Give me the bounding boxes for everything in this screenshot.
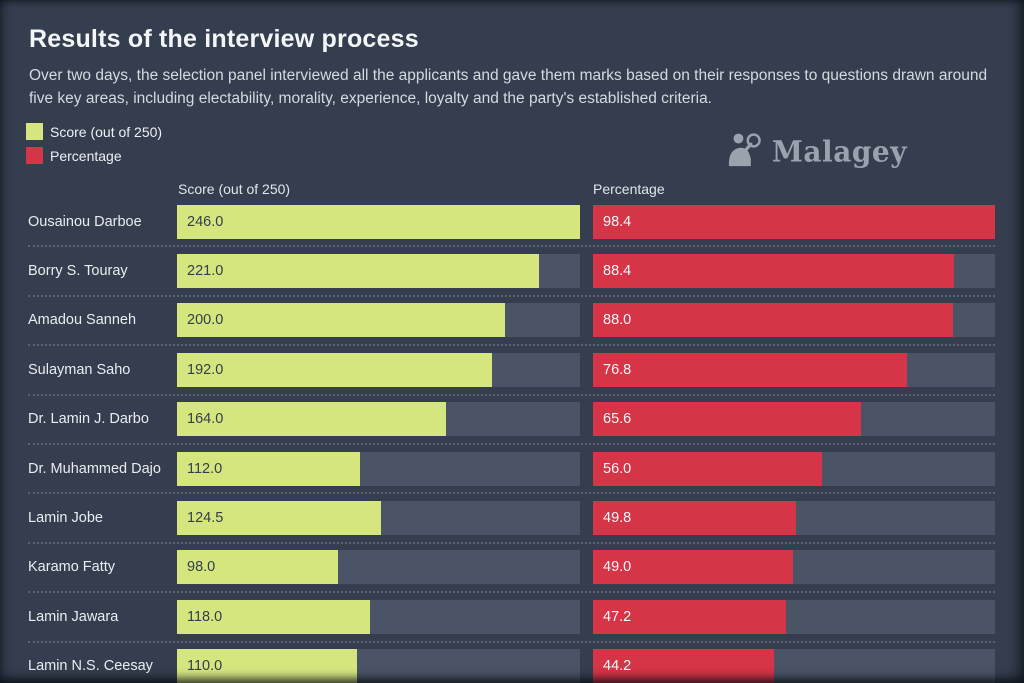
score-bar-track: 112.0 [177, 451, 580, 486]
score-value-label: 112.0 [187, 460, 223, 477]
logo-text: Malagey [771, 133, 907, 169]
score-value-label: 192.0 [187, 361, 224, 378]
chart-row: Sulayman Saho 192.0 76.8 [28, 344, 995, 393]
percentage-bar: 56.0 [593, 451, 822, 486]
percentage-bar: 44.2 [593, 649, 774, 683]
percentage-value-label: 65.6 [603, 411, 632, 428]
legend-item-score: Score (out of 250) [26, 122, 162, 141]
candidate-name: Dr. Lamin J. Darbo [28, 411, 149, 428]
percentage-value-label: 56.0 [603, 460, 632, 477]
percentage-bar: 65.6 [593, 402, 861, 437]
candidate-name: Sulayman Saho [28, 361, 131, 378]
percentage-value-label: 47.2 [603, 608, 632, 625]
candidate-name: Karamo Fatty [28, 559, 116, 576]
malagey-logo: Malagey [726, 130, 907, 173]
candidate-name: Lamin N.S. Ceesay [28, 658, 153, 675]
percentage-bar: 88.4 [593, 254, 955, 289]
percentage-bar: 88.0 [593, 303, 953, 338]
score-legend-swatch [26, 123, 43, 140]
score-bar-track: 110.0 [177, 649, 580, 683]
bar-chart-rows: Ousainou Darboe 246.0 98.4 Borry S. Touray 2… [28, 198, 995, 683]
percentage-bar-track: 44.2 [593, 649, 995, 683]
percentage-bar: 49.0 [593, 550, 794, 585]
chart-row: Lamin Jawara 118.0 47.2 [28, 591, 995, 640]
chart-row: Dr. Lamin J. Darbo 164.0 65.6 [28, 393, 995, 443]
page-title: Results of the interview process [29, 25, 419, 53]
percentage-bar: 47.2 [593, 599, 786, 634]
score-value-label: 118.0 [187, 608, 223, 625]
percentage-column-header: Percentage [593, 181, 665, 197]
candidate-name: Amadou Sanneh [28, 312, 137, 329]
score-bar: 124.5 [177, 501, 381, 536]
score-bar: 192.0 [177, 352, 492, 387]
percentage-value-label: 76.8 [603, 361, 632, 378]
chart-row: Karamo Fatty 98.0 49.0 [28, 541, 995, 591]
score-bar: 246.0 [177, 204, 580, 239]
score-bar: 221.0 [177, 254, 540, 289]
percentage-value-label: 88.0 [603, 312, 632, 329]
score-bar-track: 118.0 [177, 599, 580, 634]
candidate-name: Borry S. Touray [28, 263, 128, 280]
percentage-bar-track: 49.0 [593, 550, 995, 585]
score-value-label: 221.0 [187, 263, 224, 280]
score-bar: 164.0 [177, 402, 446, 437]
chart-row: Borry S. Touray 221.0 88.4 [28, 245, 995, 294]
chart-row: Amadou Sanneh 200.0 88.0 [28, 294, 995, 344]
score-bar: 200.0 [177, 303, 505, 338]
score-bar: 110.0 [177, 649, 358, 683]
score-bar-track: 124.5 [177, 501, 580, 536]
score-column-header: Score (out of 250) [178, 181, 291, 197]
percentage-bar-track: 88.0 [593, 303, 995, 338]
legend-label: Percentage [50, 147, 122, 164]
chart-row: Lamin N.S. Ceesay 110.0 44.2 [28, 640, 995, 683]
score-bar: 118.0 [177, 599, 371, 634]
percentage-bar-track: 49.8 [593, 501, 995, 536]
score-bar: 112.0 [177, 451, 361, 486]
candidate-name: Lamin Jobe [28, 510, 103, 527]
percentage-bar-track: 56.0 [593, 451, 995, 486]
score-value-label: 98.0 [187, 559, 216, 576]
percentage-legend-swatch [26, 147, 43, 164]
percentage-bar: 98.4 [593, 204, 995, 239]
percentage-bar: 76.8 [593, 352, 907, 387]
score-bar-track: 200.0 [177, 303, 580, 338]
percentage-bar-track: 76.8 [593, 352, 995, 387]
percentage-value-label: 44.2 [603, 658, 632, 675]
candidate-name: Lamin Jawara [28, 608, 119, 625]
score-value-label: 124.5 [187, 510, 224, 527]
score-bar-track: 192.0 [177, 352, 580, 387]
percentage-value-label: 98.4 [603, 213, 632, 230]
percentage-value-label: 49.0 [603, 559, 632, 576]
score-bar: 98.0 [177, 550, 338, 585]
chart-row: Dr. Muhammed Dajo 112.0 56.0 [28, 442, 995, 492]
percentage-bar-track: 98.4 [593, 204, 995, 239]
score-value-label: 246.0 [187, 213, 224, 230]
percentage-bar-track: 88.4 [593, 254, 995, 289]
candidate-name: Dr. Muhammed Dajo [28, 460, 161, 477]
candidate-name: Ousainou Darboe [28, 213, 142, 230]
score-bar-track: 246.0 [177, 204, 580, 239]
score-value-label: 200.0 [187, 312, 224, 329]
score-value-label: 164.0 [187, 411, 224, 428]
score-bar-track: 164.0 [177, 402, 580, 437]
legend-item-percentage: Percentage [26, 146, 162, 165]
score-bar-track: 221.0 [177, 254, 580, 289]
legend: Score (out of 250) Percentage [26, 122, 162, 170]
chart-row: Ousainou Darboe 246.0 98.4 [28, 198, 995, 245]
legend-label: Score (out of 250) [50, 123, 163, 140]
percentage-bar-track: 65.6 [593, 402, 995, 437]
score-value-label: 110.0 [187, 658, 223, 675]
percentage-value-label: 88.4 [603, 263, 632, 280]
percentage-bar: 49.8 [593, 501, 797, 536]
person-with-magnifier-icon [726, 130, 772, 173]
percentage-value-label: 49.8 [603, 510, 632, 527]
percentage-bar-track: 47.2 [593, 599, 995, 634]
chart-row: Lamin Jobe 124.5 49.8 [28, 492, 995, 541]
score-bar-track: 98.0 [177, 550, 580, 585]
chart-subtitle: Over two days, the selection panel inter… [29, 67, 988, 107]
